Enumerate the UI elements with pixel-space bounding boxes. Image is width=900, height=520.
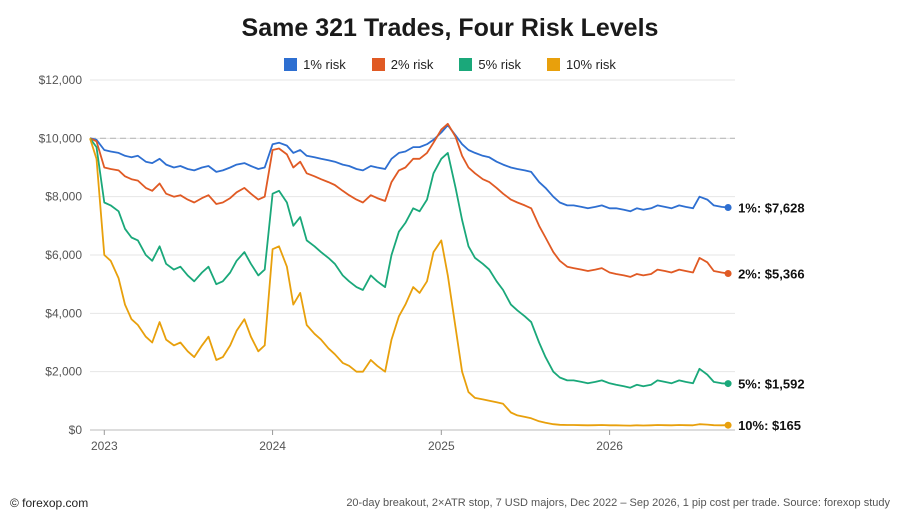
legend-swatch	[284, 58, 298, 71]
legend-swatch	[547, 58, 560, 71]
legend-label: 2% risk	[390, 57, 434, 72]
y-tick-label: $6,000	[45, 248, 82, 262]
legend-item: 2% risk	[371, 57, 434, 72]
legend-swatch	[459, 58, 473, 71]
y-tick-label: $2,000	[45, 365, 82, 379]
x-tick-label: 2025	[428, 439, 455, 453]
legend-item: 10% risk	[547, 57, 616, 72]
y-tick-label: $10,000	[39, 131, 83, 145]
footer-note: 20-day breakout, 2×ATR stop, 7 USD major…	[346, 497, 890, 509]
series-line-1	[89, 124, 729, 213]
x-tick-label: 2026	[596, 439, 623, 453]
series-line-3	[89, 137, 729, 389]
y-tick-label: $8,000	[45, 190, 82, 204]
legend-label: 5% risk	[478, 57, 521, 72]
series-end-label: 5%: $1,592	[738, 377, 805, 392]
chart-title: Same 321 Trades, Four Risk Levels	[241, 14, 659, 42]
series-end-label: 1%: $7,628	[738, 201, 805, 216]
series-line-2	[89, 122, 729, 278]
legend-item: 1% risk	[284, 57, 346, 72]
series-end-marker	[724, 380, 732, 388]
legend-label: 10% risk	[566, 57, 616, 72]
series-end-label: 10%: $165	[738, 418, 801, 433]
series-end-label: 2%: $5,366	[738, 266, 805, 281]
legend-item: 5% risk	[459, 57, 521, 72]
x-tick-label: 2023	[91, 439, 118, 453]
series-end-marker	[724, 421, 732, 429]
legend-swatch	[371, 58, 385, 71]
series-line-4	[89, 138, 729, 427]
y-tick-label: $4,000	[45, 306, 82, 320]
y-tick-label: $0	[69, 423, 83, 437]
x-tick-label: 2024	[259, 439, 286, 453]
line-chart: $0 $2,000 $4,000 $6,000 $8,000 $10,000 $12,000…	[39, 73, 805, 453]
series-end-marker	[724, 269, 732, 277]
series-end-marker	[724, 204, 732, 212]
footer-credit: © forexop.com	[10, 496, 89, 510]
legend-label: 1% risk	[303, 57, 346, 72]
y-tick-label: $12,000	[39, 73, 83, 87]
legend: 1% risk 2% risk 5% risk 10% risk	[0, 57, 900, 72]
